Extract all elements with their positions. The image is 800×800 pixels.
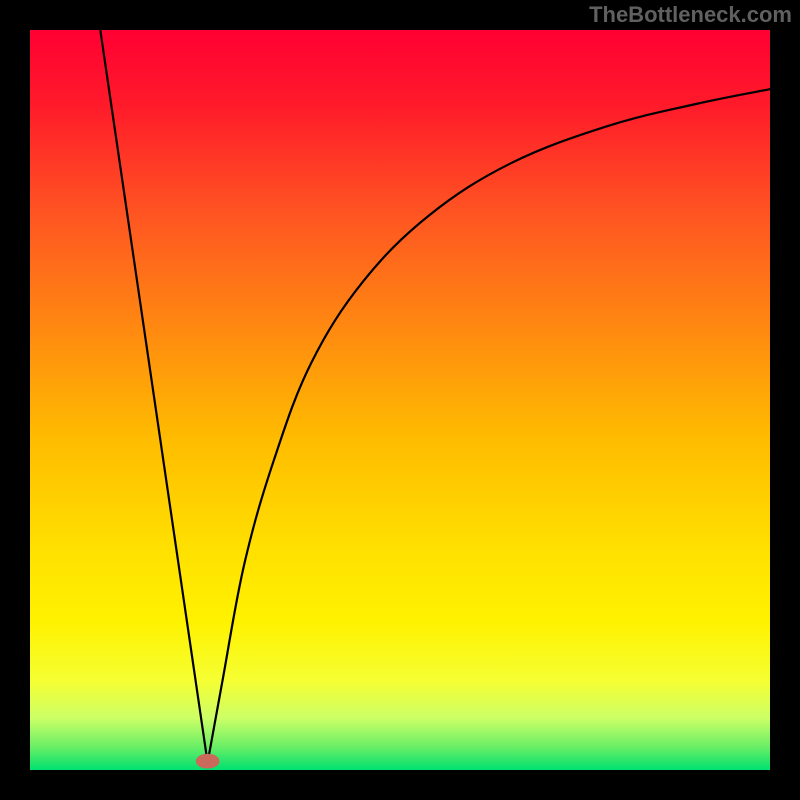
- chart-container: TheBottleneck.com: [0, 0, 800, 800]
- plot-background: [30, 30, 770, 770]
- vertex-marker: [196, 754, 220, 769]
- chart-svg: [0, 0, 800, 800]
- watermark-text: TheBottleneck.com: [589, 2, 792, 28]
